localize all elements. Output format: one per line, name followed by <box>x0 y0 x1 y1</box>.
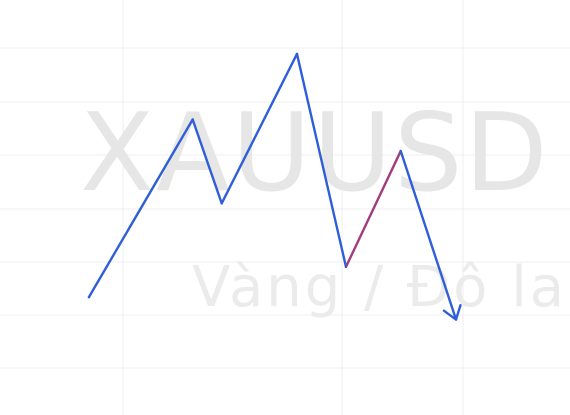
wave-arrow-head <box>442 304 462 321</box>
wave-segment <box>399 149 458 321</box>
wave-drawing <box>87 52 462 321</box>
watermark-name: Vàng / Đô la <box>192 255 567 320</box>
wave-point <box>295 52 299 56</box>
wave-point <box>87 295 91 299</box>
wave-point <box>399 149 402 153</box>
wave-segment <box>191 118 223 205</box>
wave-point <box>220 202 223 205</box>
wave-point <box>191 118 194 121</box>
wave-segment <box>87 118 194 299</box>
wave-segment <box>295 52 348 269</box>
watermark-symbol: XAUUSD , <box>80 91 570 216</box>
wave-segment <box>220 52 299 205</box>
wave-highlight-segment <box>344 149 402 269</box>
wave-point <box>344 265 348 269</box>
